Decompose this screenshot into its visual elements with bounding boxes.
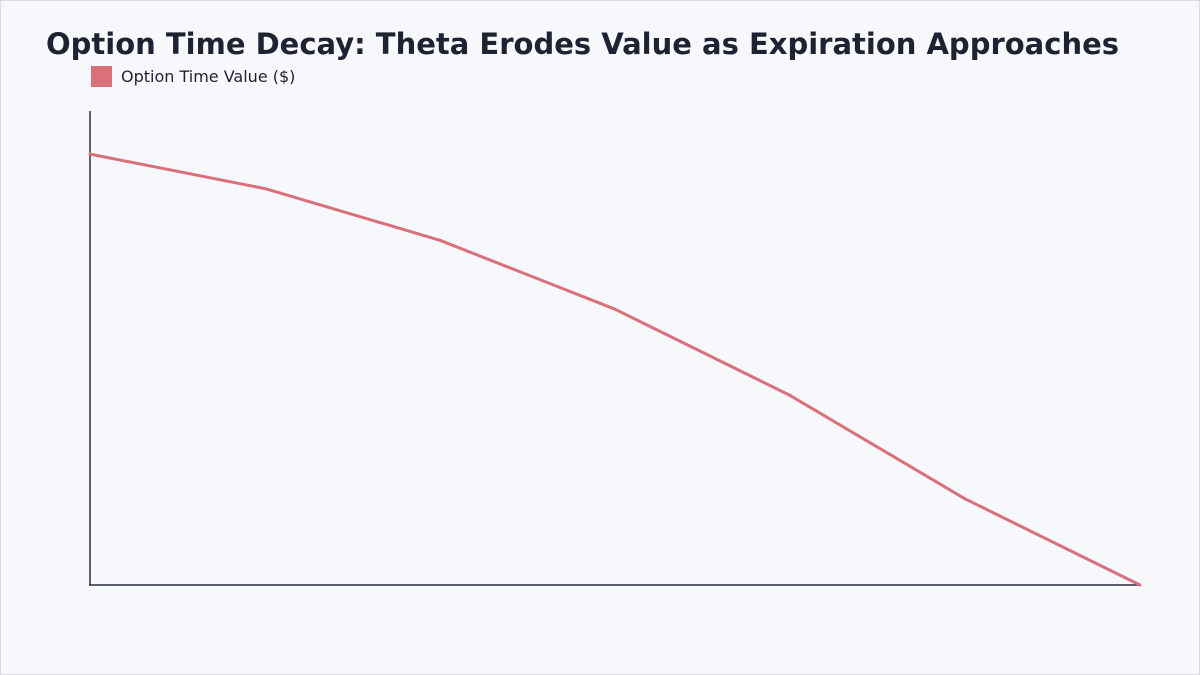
data-point: [613, 307, 617, 311]
chart-title: Option Time Decay: Theta Erodes Value as…: [46, 27, 1120, 61]
series-line: [89, 152, 1141, 587]
data-point: [788, 393, 792, 397]
legend: Option Time Value ($): [91, 66, 295, 87]
legend-swatch: [91, 66, 112, 87]
data-point: [963, 497, 967, 501]
data-point: [88, 152, 92, 156]
data-point: [1138, 583, 1142, 587]
data-point: [263, 187, 267, 191]
legend-label: Option Time Value ($): [121, 67, 296, 86]
data-point: [438, 238, 442, 242]
